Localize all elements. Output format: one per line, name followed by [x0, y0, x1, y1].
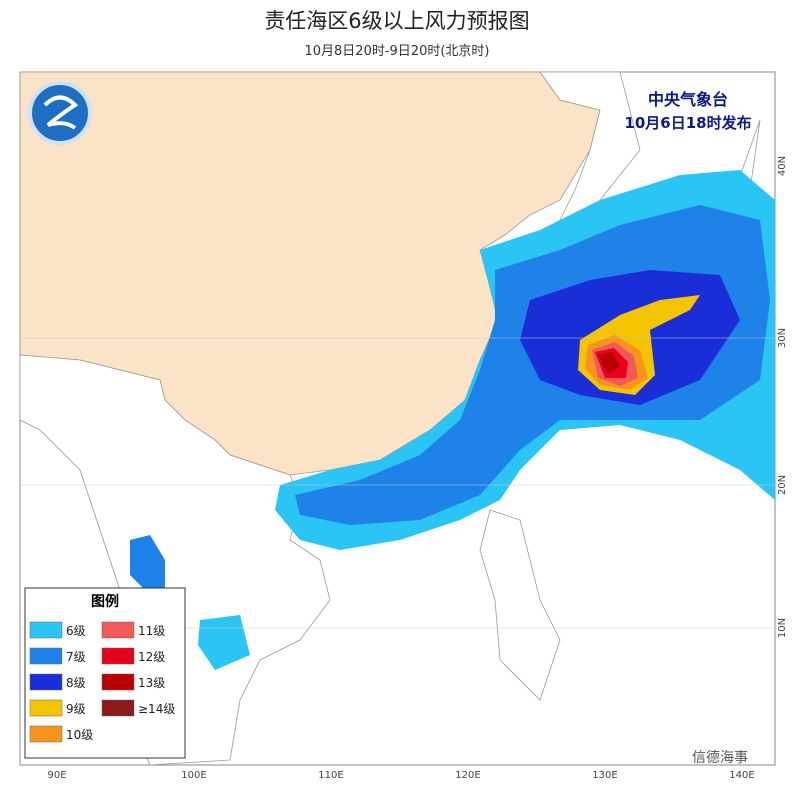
legend: 图例 6级 7级 8级 9级 10级 11级 12级 13级 ≥14级	[24, 587, 186, 759]
legend-swatch	[29, 673, 63, 691]
map	[19, 71, 776, 766]
legend-label: 7级	[66, 650, 86, 664]
legend-title: 图例	[91, 593, 119, 610]
lat-labels: 40N 30N 20N 10N	[777, 156, 788, 638]
indochina	[19, 354, 331, 766]
lon-label: 110E	[318, 770, 343, 781]
lon-labels: 90E 100E 110E 120E 130E 140E	[47, 770, 754, 781]
legend-label: 10级	[66, 728, 93, 742]
issuer-name: 中央气象台	[648, 90, 728, 109]
lat-label: 20N	[777, 475, 788, 495]
lon-label: 90E	[47, 770, 66, 781]
watermark: 信德海事	[692, 750, 748, 766]
legend-label: 13级	[138, 676, 165, 690]
legend-swatch	[101, 647, 135, 665]
logo	[28, 81, 92, 145]
lon-label: 140E	[729, 770, 754, 781]
lat-label: 30N	[777, 328, 788, 348]
zone-13	[598, 352, 620, 374]
legend-label: 9级	[66, 702, 86, 716]
legend-label: 8级	[66, 676, 86, 690]
lon-label: 130E	[592, 770, 617, 781]
legend-swatch	[101, 699, 135, 717]
lat-label: 40N	[777, 156, 788, 176]
subtitle: 10月8日20时-9日20时(北京时)	[304, 44, 489, 59]
legend-swatch	[29, 647, 63, 665]
lon-label: 120E	[455, 770, 480, 781]
legend-swatch	[101, 621, 135, 639]
zone-6-west	[198, 615, 250, 670]
issuer-time: 10月6日18时发布	[624, 114, 751, 132]
philippines	[479, 509, 561, 701]
legend-label: 11级	[138, 624, 165, 638]
legend-swatch	[101, 673, 135, 691]
legend-swatch	[29, 725, 63, 743]
lon-label: 100E	[181, 770, 206, 781]
legend-label: ≥14级	[138, 702, 175, 716]
legend-label: 6级	[66, 624, 86, 638]
legend-swatch	[29, 699, 63, 717]
legend-label: 12级	[138, 650, 165, 664]
title: 责任海区6级以上风力预报图	[264, 9, 529, 33]
lat-label: 10N	[777, 618, 788, 638]
zone-7-west	[130, 535, 165, 590]
legend-swatch	[29, 621, 63, 639]
